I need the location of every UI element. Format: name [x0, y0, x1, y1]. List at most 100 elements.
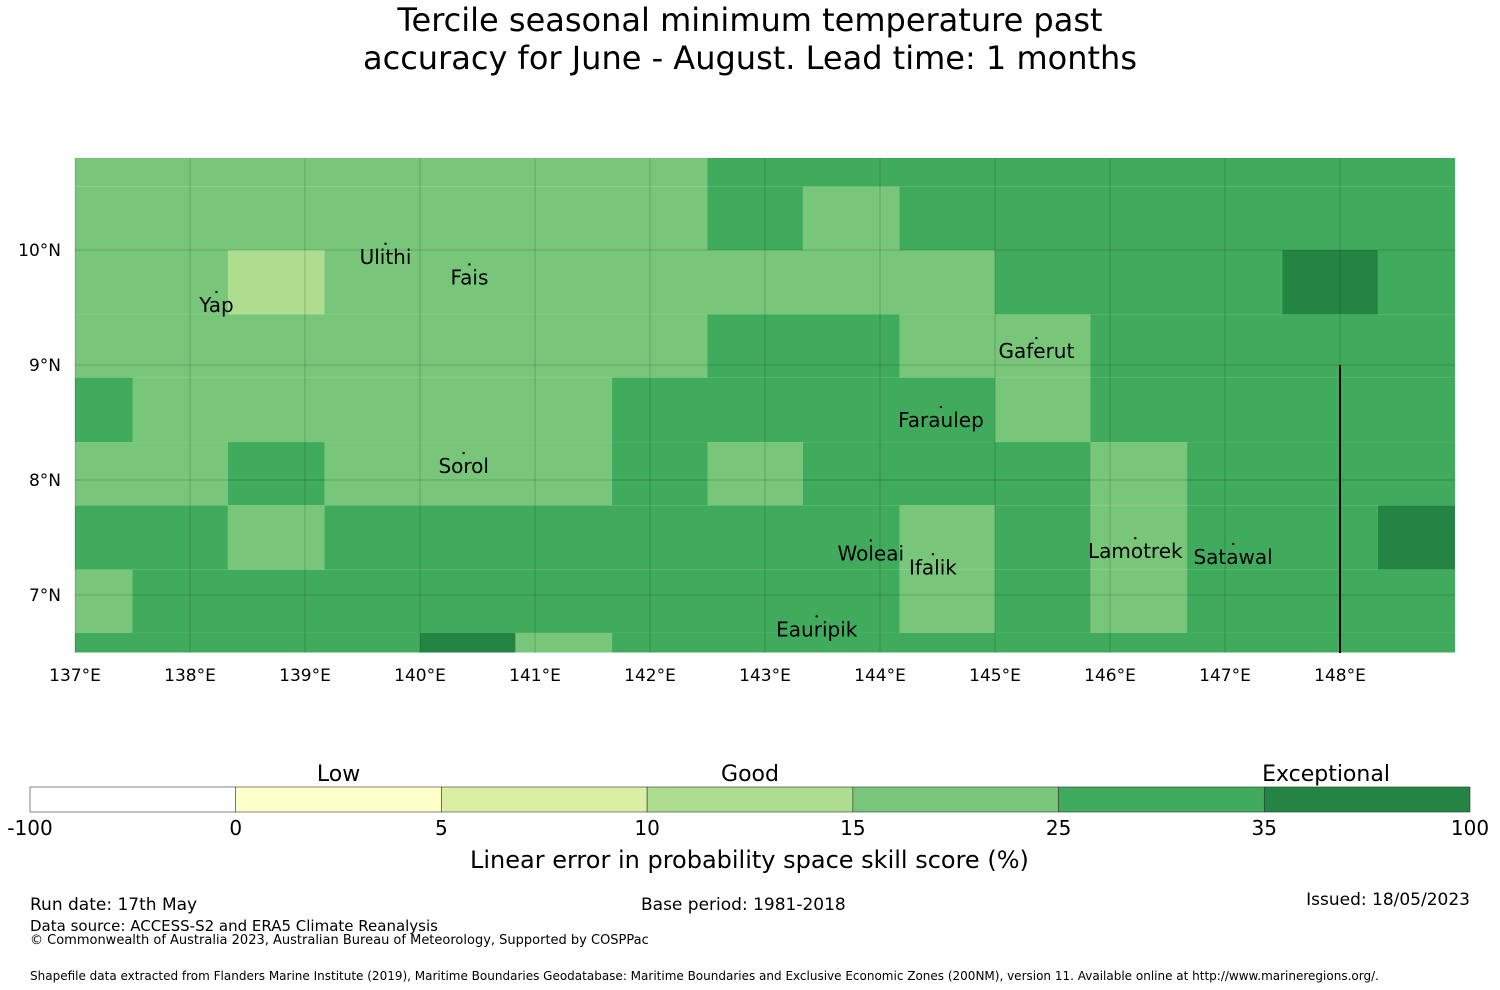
place-label: Ulithi [360, 245, 412, 269]
island-marker [1231, 542, 1235, 546]
colorbar-category-label: Good [721, 762, 779, 787]
island-marker [869, 539, 872, 542]
latitude-tick-label: 8°N [29, 471, 61, 491]
copyright: © Commonwealth of Australia 2023, Austra… [30, 933, 649, 948]
skill-cell [324, 505, 900, 570]
run-date: Run date: 17th May [30, 895, 198, 915]
longitude-tick-label: 146°E [1084, 666, 1136, 686]
place-label: Sorol [438, 454, 489, 478]
longitude-tick-label: 140°E [394, 666, 446, 686]
colorbar-tick-label: 0 [229, 816, 242, 840]
skill-cell [1187, 569, 1455, 633]
colorbar-category-label: Exceptional [1262, 762, 1390, 787]
latitude-tick-label: 7°N [29, 586, 61, 606]
longitude-tick-label: 141°E [509, 666, 561, 686]
skill-cell [1090, 442, 1188, 506]
issued-date: Issued: 18/05/2023 [1306, 890, 1470, 910]
skill-cell [1377, 250, 1455, 315]
colorbar-tick-label: -100 [7, 816, 52, 840]
skill-grid [75, 158, 1455, 653]
colorbar-segment [1263, 786, 1471, 813]
skill-cell [1090, 377, 1455, 443]
map-title-line-2: accuracy for June - August. Lead time: 1… [363, 39, 1137, 77]
map-title-line-1: Tercile seasonal minimum temperature pas… [397, 1, 1103, 39]
colorbar-tick-label: 5 [435, 816, 448, 840]
skill-cell [995, 505, 1091, 570]
skill-cell [75, 250, 228, 315]
skill-cell [1377, 505, 1455, 570]
skill-cell [75, 632, 420, 653]
longitude-tick-label: 138°E [164, 666, 216, 686]
colorbar-segment [235, 786, 442, 813]
skill-cell [75, 158, 708, 187]
place-label: Yap [198, 293, 233, 317]
skill-cell [707, 314, 900, 378]
skill-cell [324, 442, 613, 506]
skill-cell [75, 569, 133, 633]
skill-cell [75, 186, 708, 250]
colorbar-categories: Low Good Exceptional [317, 762, 1390, 787]
place-label: Eauripik [776, 617, 858, 641]
colorbar [29, 786, 1471, 813]
skill-cell [227, 442, 325, 506]
island-marker [1134, 536, 1137, 540]
skill-cell [802, 442, 1091, 506]
skill-cell [1282, 250, 1378, 315]
latitude-tick-label: 9°N [29, 356, 61, 376]
place-label: Satawal [1193, 545, 1272, 569]
skill-cell [420, 632, 516, 653]
place-label: Woleai [838, 541, 905, 565]
skill-cell [899, 314, 1091, 378]
island-marker [468, 263, 471, 266]
island-marker [215, 290, 218, 294]
colorbar-segment [29, 786, 237, 813]
longitude-tick-label: 139°E [279, 666, 331, 686]
skill-cell [802, 186, 900, 250]
skill-cell [612, 377, 995, 443]
place-label: Gaferut [998, 339, 1074, 363]
skill-cell [612, 632, 1455, 653]
skill-cell [707, 158, 1455, 187]
latitude-tick-label: 10°N [18, 241, 61, 261]
colorbar-tick-label: 25 [1046, 816, 1071, 840]
skill-cell [995, 250, 1283, 315]
skill-cell [899, 505, 995, 570]
island-marker [815, 615, 818, 618]
place-labels: Ulithi Fais Yap Gaferut Faraulep Sorol WoleaiI… [198, 242, 1273, 641]
skill-cell [515, 632, 613, 653]
skill-cell [75, 377, 133, 443]
colorbar-tick-label: 15 [840, 816, 865, 840]
skill-cell [707, 186, 803, 250]
skill-cell [1090, 314, 1455, 378]
island-marker [931, 553, 935, 556]
colorbar-tick-label: 10 [634, 816, 659, 840]
skill-cell [995, 569, 1091, 633]
skill-cell [1187, 505, 1378, 570]
island-marker [462, 451, 465, 455]
longitude-tick-label: 143°E [739, 666, 791, 686]
longitude-tick-label: 142°E [624, 666, 676, 686]
latitude-axis: 10°N 9°N 8°N 7°N [18, 241, 61, 606]
skill-cell [132, 569, 900, 633]
island-marker [1035, 336, 1038, 340]
colorbar-ticks: -100 0 5 10 15 25 35 100 [7, 816, 1489, 840]
skill-cell [227, 505, 325, 570]
skill-cell [1187, 442, 1455, 506]
skill-cell [899, 569, 995, 633]
colorbar-tick-label: 35 [1252, 816, 1277, 840]
data-source: Data source: ACCESS-S2 and ERA5 Climate … [30, 917, 438, 935]
skill-cell [227, 250, 325, 315]
place-label: Lamotrek [1088, 539, 1183, 563]
colorbar-axis-label: Linear error in probability space skill … [470, 846, 1029, 874]
skill-cell [995, 377, 1091, 443]
skill-cell [707, 442, 803, 506]
colorbar-segment [1058, 786, 1265, 813]
longitude-axis: 137°E 138°E 139°E 140°E 141°E 142°E 143°E 144°E… [49, 666, 1366, 686]
longitude-tick-label: 147°E [1199, 666, 1251, 686]
longitude-tick-label: 137°E [49, 666, 101, 686]
skill-cell [1090, 505, 1188, 570]
longitude-tick-label: 145°E [969, 666, 1021, 686]
colorbar-tick-label: 100 [1451, 816, 1489, 840]
skill-cell [899, 186, 1455, 250]
